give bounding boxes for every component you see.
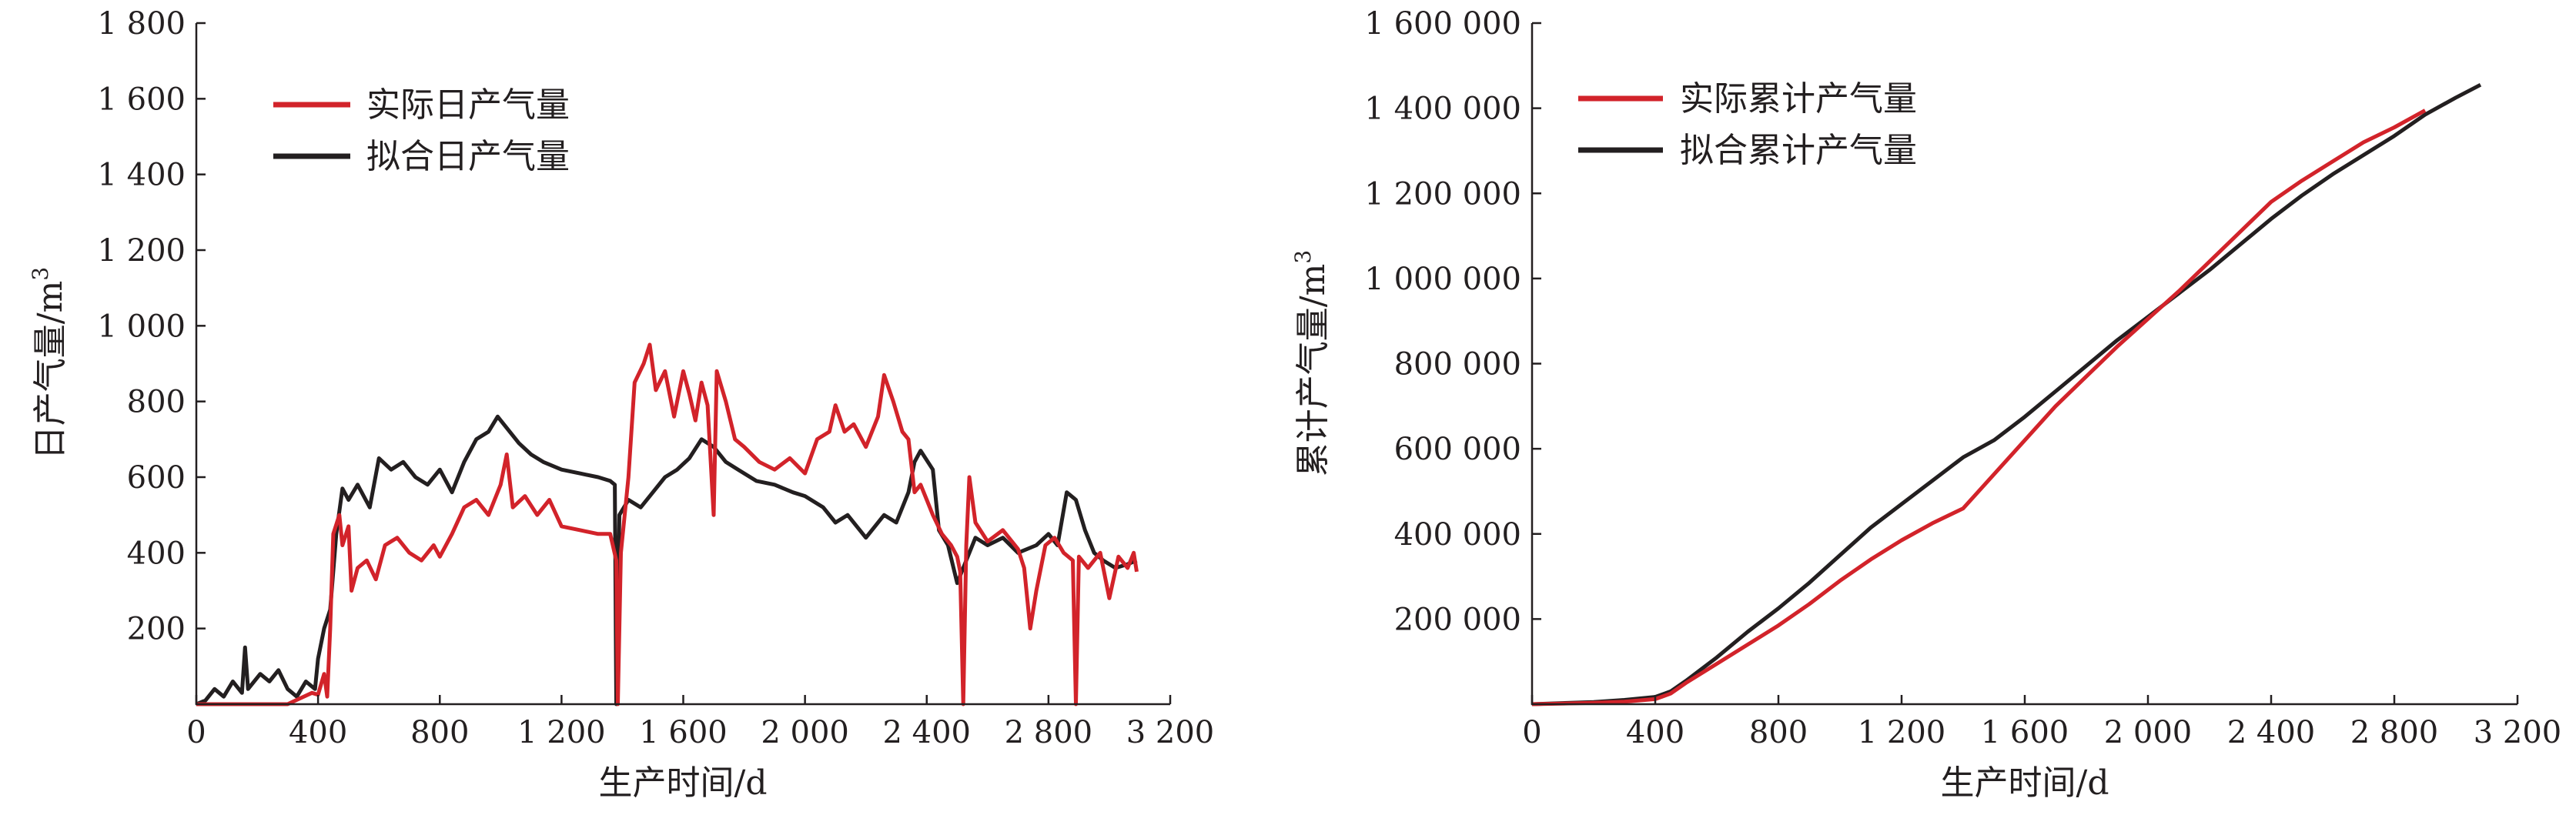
daily-gas-y-ticks: 200 400 600 800 1 000 1 200 1 400 1 600 1 800 (97, 6, 206, 647)
daily-gas-y-tick-label: 1 400 (97, 158, 186, 193)
cumulative-gas-series-line-1 (1531, 82, 2482, 706)
daily-gas-x-axis-title: 生产时间/d (599, 763, 768, 803)
cumulative-gas-y-axis-unit-sup: 3 (1290, 250, 1316, 264)
cumulative-gas-x-tick-label: 2 800 (2350, 715, 2439, 750)
cumulative-gas-x-tick-label: 800 (1749, 715, 1808, 750)
daily-gas-y-tick-label: 1 800 (97, 6, 186, 42)
cumulative-gas-x-tick-label: 3 200 (2474, 715, 2562, 750)
daily-gas-y-tick-label: 600 (127, 460, 186, 496)
legend-label-actual-cumulative: 实际累计产气量 (1680, 79, 1917, 119)
cumulative-gas-y-axis-title-group: 累计产气量/m3 (1290, 250, 1333, 476)
daily-gas-x-ticks: 0 400 800 1 200 1 600 2 000 2 400 2 800 3 200 (186, 695, 1214, 750)
cumulative-gas-y-tick-label: 200 000 (1394, 602, 1521, 637)
cumulative-gas-series-line-0 (1531, 109, 2427, 706)
cumulative-gas-y-tick-label: 1 400 000 (1364, 92, 1521, 127)
cumulative-gas-x-ticks: 0 400 800 1 200 1 600 2 000 2 400 2 800 3 200 (1522, 695, 2561, 750)
daily-gas-x-tick-label: 2 800 (1005, 715, 1093, 750)
daily-gas-x-tick-label: 2 000 (761, 715, 849, 750)
daily-gas-legend: 实际日产气量 拟合日产气量 (273, 85, 570, 176)
svg-text:日产气量/m3: 日产气量/m3 (28, 267, 70, 459)
daily-gas-y-tick-label: 1 600 (97, 82, 186, 117)
legend-label-actual-daily: 实际日产气量 (366, 85, 570, 125)
cumulative-gas-axes (1531, 23, 2517, 706)
cumulative-gas-x-axis-title: 生产时间/d (1941, 763, 2109, 803)
cumulative-gas-x-tick-label: 400 (1626, 715, 1684, 750)
daily-gas-y-tick-label: 400 (127, 536, 186, 571)
cumulative-gas-x-tick-label: 2 400 (2227, 715, 2316, 750)
daily-gas-y-tick-label: 1 000 (97, 309, 186, 344)
svg-text:累计产气量/m3: 累计产气量/m3 (1290, 250, 1333, 476)
cumulative-gas-y-axis-title: 累计产气量/m (1293, 264, 1333, 477)
daily-gas-series-line-1 (196, 414, 1138, 706)
cumulative-gas-y-tick-label: 1 600 000 (1364, 6, 1521, 42)
cumulative-gas-y-tick-label: 1 000 000 (1364, 262, 1521, 297)
cumulative-gas-y-ticks: 200 000 400 000 600 000 800 000 1 000 000 1 2… (1364, 6, 1541, 637)
cumulative-gas-y-tick-label: 800 000 (1394, 347, 1521, 382)
cumulative-gas-legend: 实际累计产气量 拟合累计产气量 (1578, 79, 1917, 170)
daily-gas-x-tick-label: 1 200 (517, 715, 606, 750)
cumulative-gas-y-tick-label: 400 000 (1394, 517, 1521, 553)
cumulative-gas-x-tick-label: 0 (1522, 715, 1541, 750)
cumulative-gas-x-tick-label: 1 600 (1981, 715, 2069, 750)
legend-label-fitted-cumulative: 拟合累计产气量 (1680, 131, 1917, 170)
daily-gas-series-line-0 (196, 342, 1139, 706)
daily-gas-x-tick-label: 0 (186, 715, 206, 750)
cumulative-gas-lines (1531, 82, 2482, 706)
daily-gas-y-axis-title: 日产气量/m (31, 281, 70, 460)
daily-gas-x-tick-label: 400 (289, 715, 347, 750)
cumulative-gas-y-tick-label: 600 000 (1394, 432, 1521, 467)
cumulative-gas-chart: 0 400 800 1 200 1 600 2 000 2 400 2 800 3 200 20… (1290, 6, 2561, 803)
daily-gas-x-tick-label: 3 200 (1126, 715, 1215, 750)
daily-gas-y-tick-label: 800 (127, 385, 186, 420)
daily-gas-lines (196, 342, 1139, 706)
daily-gas-y-tick-label: 200 (127, 612, 186, 647)
cumulative-gas-y-tick-label: 1 200 000 (1364, 176, 1521, 212)
daily-gas-y-axis-title-group: 日产气量/m3 (28, 267, 70, 459)
daily-gas-axes (195, 23, 1170, 706)
cumulative-gas-x-tick-label: 2 000 (2104, 715, 2193, 750)
daily-gas-chart: 0 400 800 1 200 1 600 2 000 2 400 2 800 3 200 20… (28, 6, 1214, 803)
daily-gas-x-tick-label: 1 600 (639, 715, 728, 750)
cumulative-gas-x-tick-label: 1 200 (1858, 715, 1946, 750)
legend-label-fitted-daily: 拟合日产气量 (366, 137, 570, 176)
daily-gas-x-tick-label: 2 400 (882, 715, 971, 750)
daily-gas-x-tick-label: 800 (410, 715, 469, 750)
daily-gas-y-tick-label: 1 200 (97, 233, 186, 269)
daily-gas-y-axis-unit-sup: 3 (28, 267, 53, 281)
